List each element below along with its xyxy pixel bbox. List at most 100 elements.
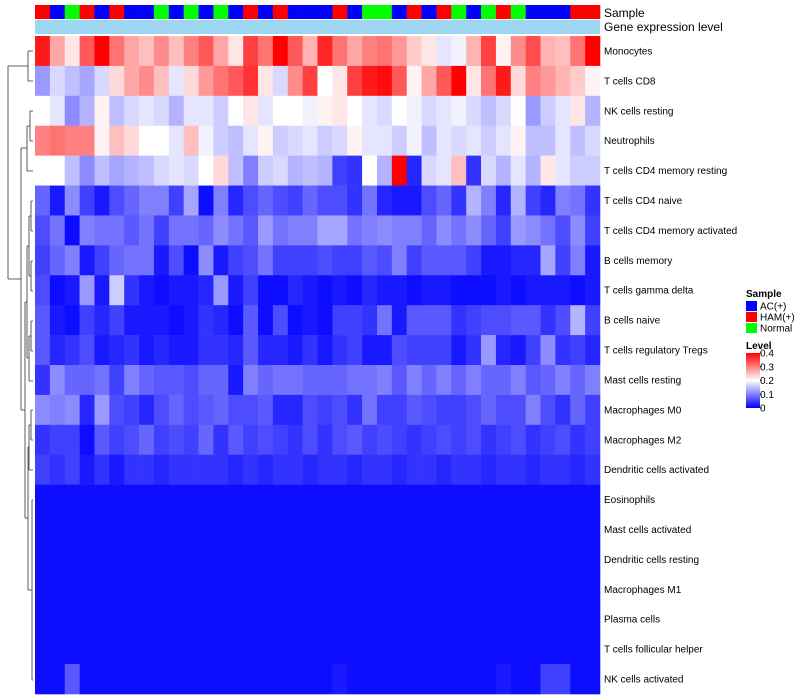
- heatmap-cell: [347, 215, 363, 246]
- heatmap-cell: [555, 424, 571, 456]
- row-label: Mast cells resting: [604, 375, 681, 386]
- heatmap-cell: [243, 365, 259, 396]
- heatmap-cell: [258, 574, 274, 605]
- heatmap-cell: [213, 36, 229, 67]
- row-label: NK cells activated: [604, 675, 683, 686]
- heatmap-cell: [466, 604, 482, 635]
- heatmap-cell: [49, 275, 66, 306]
- heatmap-cell: [198, 95, 214, 127]
- heatmap-cell: [466, 424, 482, 456]
- heatmap-cell: [243, 544, 259, 575]
- heatmap-cell: [183, 394, 199, 426]
- sample-annotation-cell: [317, 5, 333, 19]
- heatmap-cell: [139, 514, 155, 545]
- heatmap-cell: [466, 125, 482, 156]
- heatmap-cell: [228, 335, 244, 366]
- heatmap-cell: [347, 275, 363, 306]
- heatmap-cell: [436, 365, 452, 396]
- heatmap-cell: [317, 155, 333, 186]
- heatmap-cell: [317, 604, 333, 635]
- heatmap-cell: [64, 574, 80, 605]
- heatmap-cell: [139, 155, 155, 186]
- level-tick-label: 0.4: [760, 349, 774, 360]
- heatmap-cell: [287, 95, 303, 127]
- level-tick-label: 0.3: [760, 362, 774, 373]
- heatmap-cell: [495, 305, 512, 336]
- heatmap-cell: [153, 514, 170, 545]
- heatmap-cell: [258, 634, 274, 665]
- heatmap-cell: [183, 95, 199, 127]
- heatmap-cell: [421, 65, 437, 97]
- sample-annotation-cell: [124, 5, 140, 19]
- heatmap-cell: [555, 215, 571, 246]
- heatmap-cell: [139, 245, 155, 276]
- heatmap-cell: [287, 185, 303, 216]
- heatmap-cell: [213, 95, 229, 127]
- heatmap-cell: [183, 36, 199, 67]
- heatmap-cell: [287, 514, 303, 545]
- heatmap-cell: [198, 454, 214, 485]
- heatmap-cell: [495, 245, 512, 276]
- sample-annotation-cell: [451, 5, 467, 19]
- heatmap-cell: [243, 245, 259, 276]
- sample-annotation-cell: [302, 5, 318, 19]
- heatmap-cell: [198, 125, 214, 156]
- heatmap-cell: [35, 424, 51, 456]
- heatmap-cell: [347, 36, 363, 67]
- heatmap-cell: [376, 125, 393, 156]
- heatmap-cell: [183, 664, 199, 695]
- heatmap-cell: [540, 305, 556, 336]
- heatmap-cell: [451, 365, 467, 396]
- heatmap-cell: [109, 95, 125, 127]
- heatmap-cell: [64, 36, 80, 67]
- heatmap-cell: [362, 245, 378, 276]
- heatmap-cell: [213, 245, 229, 276]
- heatmap-cell: [391, 664, 408, 695]
- row-label: Plasma cells: [604, 615, 660, 626]
- heatmap-cell: [124, 514, 140, 545]
- heatmap-cell: [436, 95, 452, 127]
- heatmap-cell: [228, 634, 244, 665]
- heatmap-cell: [213, 514, 229, 545]
- heatmap-cell: [585, 634, 601, 665]
- heatmap-cell: [466, 305, 482, 336]
- row-label: Macrophages M2: [604, 435, 682, 446]
- heatmap-cell: [466, 215, 482, 246]
- heatmap-cell: [436, 664, 452, 695]
- sample-annotation-cell: [139, 5, 155, 19]
- heatmap-cell: [183, 634, 199, 665]
- heatmap-cell: [421, 95, 437, 127]
- heatmap-cell: [49, 514, 66, 545]
- heatmap-cell: [421, 275, 437, 306]
- heatmap-cell: [64, 95, 80, 127]
- heatmap-cell: [35, 634, 51, 665]
- heatmap-cell: [540, 36, 556, 67]
- heatmap-cell: [406, 245, 422, 276]
- heatmap-cell: [272, 245, 289, 276]
- heatmap-cell: [258, 305, 274, 336]
- heatmap-cell: [332, 305, 348, 336]
- heatmap-cell: [391, 544, 408, 575]
- heatmap-cell: [94, 604, 110, 635]
- heatmap-cell: [228, 36, 244, 67]
- heatmap-cell: [481, 574, 497, 605]
- heatmap-cell: [376, 335, 393, 366]
- heatmap-cell: [272, 185, 289, 216]
- heatmap-cell: [228, 484, 244, 515]
- heatmap-cell: [153, 604, 170, 635]
- heatmap-cell: [391, 604, 408, 635]
- heatmap-cell: [302, 155, 318, 186]
- heatmap-cell: [481, 365, 497, 396]
- heatmap-cell: [124, 604, 140, 635]
- heatmap-cell: [228, 574, 244, 605]
- heatmap-cell: [213, 664, 229, 695]
- heatmap-cell: [228, 305, 244, 336]
- heatmap-cell: [376, 484, 393, 515]
- heatmap-cell: [525, 36, 541, 67]
- heatmap-cell: [168, 604, 184, 635]
- heatmap-cell: [570, 514, 586, 545]
- heatmap-cell: [585, 36, 601, 67]
- heatmap-cell: [585, 544, 601, 575]
- heatmap-cell: [213, 424, 229, 456]
- heatmap-cell: [35, 454, 51, 485]
